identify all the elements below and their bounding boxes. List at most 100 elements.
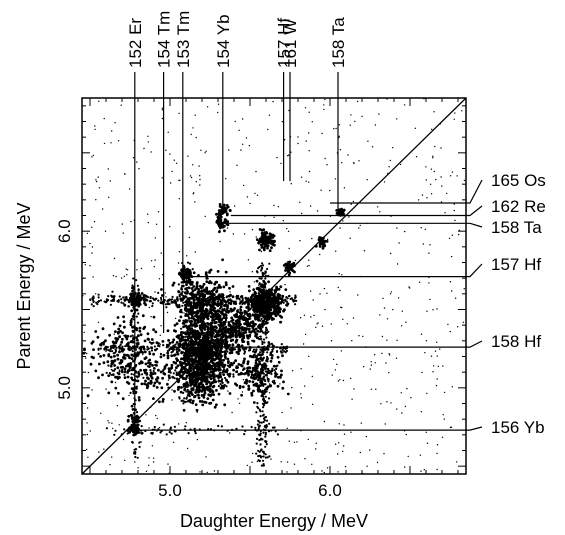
event-point — [264, 395, 267, 398]
event-point — [191, 377, 194, 381]
event-point — [270, 239, 274, 243]
event-point — [434, 350, 437, 352]
event-point — [164, 292, 166, 294]
event-point — [210, 367, 214, 370]
event-point — [148, 457, 150, 459]
event-point — [199, 175, 201, 177]
event-point — [242, 143, 244, 145]
event-point — [139, 333, 143, 337]
event-point — [451, 234, 454, 236]
event-point — [426, 310, 428, 312]
event-point — [432, 365, 435, 367]
event-point — [264, 277, 267, 280]
event-point — [256, 405, 259, 408]
event-point — [91, 156, 93, 158]
event-point — [354, 120, 356, 123]
event-point — [253, 322, 257, 326]
event-point — [87, 456, 89, 458]
event-point — [175, 162, 178, 164]
event-point — [252, 383, 256, 387]
event-point — [94, 125, 96, 127]
event-point — [170, 366, 174, 370]
event-point — [132, 433, 136, 437]
event-point — [175, 366, 178, 370]
event-point — [462, 321, 464, 323]
event-point — [408, 286, 410, 288]
event-point — [254, 367, 258, 370]
event-point — [270, 372, 273, 376]
event-point — [420, 470, 422, 472]
event-point — [185, 368, 188, 371]
event-point — [173, 353, 177, 357]
event-point — [283, 308, 286, 312]
event-point — [217, 209, 221, 212]
event-point — [143, 302, 146, 305]
event-point — [270, 246, 273, 250]
event-point — [447, 323, 449, 326]
event-point — [243, 301, 246, 305]
event-point — [334, 443, 337, 445]
event-point — [181, 304, 184, 307]
event-point — [159, 370, 163, 374]
event-point — [247, 327, 251, 331]
event-point — [343, 424, 345, 426]
event-point — [234, 302, 238, 305]
event-point — [150, 260, 153, 262]
event-point — [182, 325, 186, 329]
event-point — [217, 300, 220, 303]
event-point — [231, 343, 235, 347]
event-point — [189, 343, 193, 347]
event-point — [311, 121, 313, 123]
event-point — [204, 401, 208, 404]
event-point — [94, 330, 98, 333]
event-point — [136, 293, 140, 296]
event-point — [205, 371, 209, 375]
event-point — [247, 259, 250, 261]
event-point — [272, 299, 275, 303]
event-point — [272, 364, 276, 368]
event-point — [231, 334, 235, 338]
event-point — [101, 208, 104, 210]
event-point — [149, 300, 152, 303]
event-point — [135, 364, 138, 367]
event-point — [425, 431, 427, 433]
event-point — [449, 175, 452, 177]
event-point — [251, 366, 255, 370]
event-point — [150, 342, 154, 345]
event-point — [251, 461, 253, 463]
event-point — [206, 334, 210, 338]
event-point — [121, 349, 124, 353]
event-point — [186, 352, 190, 356]
event-point — [294, 294, 297, 297]
event-point — [191, 401, 195, 405]
horizontal-annotation-line — [138, 426, 483, 431]
event-point — [255, 442, 258, 445]
event-point — [159, 334, 161, 336]
event-point — [253, 307, 256, 311]
event-point — [350, 431, 352, 433]
event-point — [260, 394, 263, 398]
event-point — [122, 438, 125, 441]
event-point — [186, 388, 189, 391]
event-point — [140, 441, 142, 443]
event-point — [166, 302, 170, 306]
event-point — [449, 426, 452, 429]
event-point — [99, 355, 102, 358]
event-point — [122, 320, 126, 323]
event-point — [201, 370, 205, 374]
event-point — [127, 305, 130, 308]
event-point — [186, 261, 190, 264]
event-point — [132, 157, 135, 159]
event-point — [264, 433, 267, 436]
event-point — [179, 310, 182, 314]
event-point — [130, 376, 134, 380]
event-point — [132, 392, 135, 395]
event-point — [363, 250, 366, 252]
event-point — [264, 366, 267, 370]
event-point — [258, 372, 262, 375]
event-point — [197, 342, 201, 346]
event-point — [101, 373, 104, 377]
event-point — [198, 165, 200, 167]
event-point — [337, 471, 339, 473]
event-point — [131, 428, 135, 431]
